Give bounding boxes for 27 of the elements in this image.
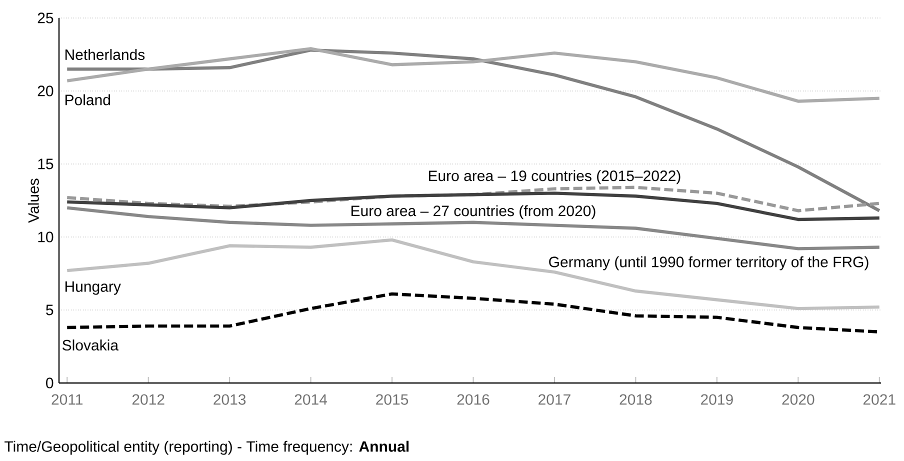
x-tick-label: 2015	[376, 394, 408, 405]
series-label: Hungary	[65, 281, 121, 295]
series-label: Poland	[65, 94, 110, 106]
y-tick-label: 25	[38, 12, 54, 24]
series-label: Slovakia	[62, 340, 119, 351]
y-axis-title: Values	[28, 178, 39, 223]
x-tick-label: 2012	[132, 394, 164, 405]
x-tick-label: 2017	[538, 394, 570, 405]
series-label: Euro area – 27 countries (from 2020)	[351, 205, 596, 220]
x-tick-label: 2020	[782, 394, 814, 405]
y-tick-label: 20	[38, 86, 54, 96]
x-tick-label: 2021	[863, 394, 896, 405]
line-series	[66, 192, 881, 222]
y-tick-label: 15	[38, 158, 54, 170]
series-label: Germany (until 1990 former territory of the FRG)	[549, 256, 868, 270]
y-tick-label: 5	[46, 304, 54, 316]
y-tick-label: 0	[46, 378, 54, 388]
x-tick-label: 2018	[620, 394, 652, 405]
text: Time/Geopolitical entity (reporting) - Time frequency: Annual	[4, 440, 409, 455]
x-tick-label: 2014	[294, 394, 328, 405]
x-tick-label: 2016	[457, 394, 490, 405]
y-tick-label: 10	[38, 232, 54, 242]
x-tick-label: 2019	[701, 394, 733, 405]
x-tick-label: 2011	[52, 394, 83, 405]
x-tick-label: 2013	[214, 394, 246, 405]
series-label: Euro area – 19 countries (2015–2022)	[428, 170, 680, 184]
series-label: Netherlands	[65, 48, 145, 60]
